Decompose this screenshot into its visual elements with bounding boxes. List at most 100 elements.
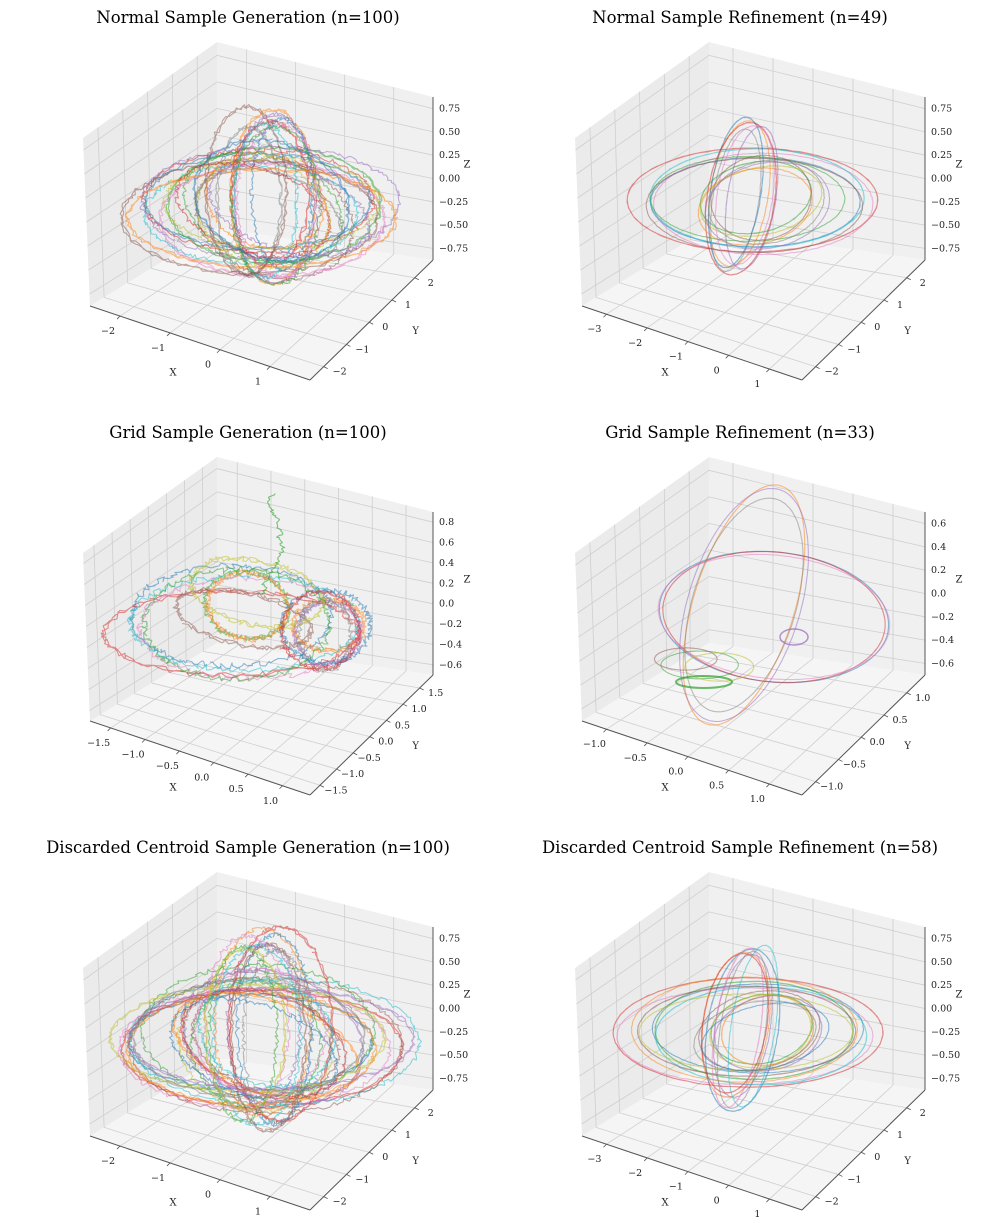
y-tick <box>402 703 408 707</box>
z-tick-label: 0.00 <box>439 1004 460 1015</box>
z-tick-label: 0.75 <box>931 104 952 115</box>
x-tick-label: 0.0 <box>668 767 683 778</box>
trajectory-line <box>165 145 383 264</box>
y-tick <box>369 321 374 325</box>
z-axis-label: Z <box>464 159 471 170</box>
y-tick <box>883 1129 889 1133</box>
trajectory-line <box>161 155 381 251</box>
x-tick <box>603 1143 607 1148</box>
x-tick <box>216 1179 221 1184</box>
trajectory-line <box>612 977 884 1088</box>
x-tick-label: 1 <box>754 1209 760 1220</box>
trajectory-line <box>261 493 286 596</box>
y-tick-label: −1.0 <box>341 769 364 780</box>
y-tick-label: 1 <box>897 1130 903 1141</box>
trajectories <box>100 493 373 682</box>
trajectories <box>626 116 879 276</box>
pane-right <box>709 457 925 675</box>
y-tick-label: 0 <box>382 1152 388 1163</box>
x-tick <box>603 313 607 318</box>
x-tick <box>643 1157 648 1162</box>
z-tick-label: 0.0 <box>931 589 946 600</box>
pane-left <box>575 42 709 306</box>
z-tick-label: 0.50 <box>439 127 460 138</box>
z-tick-label: 0.4 <box>931 542 946 553</box>
z-tick-labels: −0.75 −0.50 −0.25 0.00 0.25 0.50 0.75 <box>439 934 468 1085</box>
y-tick <box>838 1174 843 1177</box>
z-tick-label: 0.4 <box>439 558 454 569</box>
y-tick <box>414 277 419 281</box>
y-tick-label: 0 <box>874 322 880 333</box>
y-tick-label: 0.0 <box>870 737 885 748</box>
axis-lines <box>89 512 434 796</box>
x-tick-label: −1 <box>151 1173 165 1184</box>
x-tick-label: 0 <box>205 360 211 371</box>
x-tick <box>643 327 648 332</box>
y-tick <box>883 299 889 303</box>
trajectory-line <box>168 995 339 1103</box>
y-tick <box>369 1151 374 1155</box>
y-axis-label: Y <box>903 326 911 337</box>
y-tick <box>419 687 424 691</box>
trajectory-line <box>206 944 280 1123</box>
y-tick-label: 1.0 <box>412 704 427 715</box>
x-tick <box>766 783 770 788</box>
x-tick-labels: −3 −2 −1 0 1 <box>587 313 770 390</box>
x-tick-label: −2 <box>101 326 115 337</box>
x-tick-labels: −1.5 −1.0 −0.5 0.0 0.5 1.0 <box>87 727 283 807</box>
y-tick-labels: −1.0 −0.5 0.0 0.5 1.0 <box>815 692 930 793</box>
trajectory-line <box>139 962 377 1100</box>
x-tick-label: −3 <box>587 1154 601 1165</box>
y-tick <box>336 768 341 772</box>
y-tick-labels: −2 −1 0 1 2 <box>815 277 926 378</box>
x-tick <box>166 1162 171 1167</box>
z-tick-label: −0.75 <box>931 243 960 254</box>
z-tick-labels: −0.6 −0.4 −0.2 0.0 0.2 0.4 0.6 0.8 <box>439 517 462 671</box>
x-tick-labels: −3 −2 −1 0 1 <box>587 1143 770 1220</box>
y-tick <box>815 781 820 785</box>
x-tick <box>725 770 729 774</box>
axis-lines <box>581 927 926 1211</box>
x-tick-label: 0.5 <box>709 780 724 791</box>
trajectories <box>108 925 422 1133</box>
trajectory-line <box>708 159 825 245</box>
y-tick-label: −0.5 <box>358 753 381 764</box>
y-tick <box>906 692 911 696</box>
z-tick-label: −0.50 <box>931 1050 960 1061</box>
y-tick <box>838 759 843 762</box>
z-axis-label: Z <box>956 989 963 1000</box>
y-tick-label: 0.5 <box>892 715 907 726</box>
y-tick-label: 1 <box>897 300 903 311</box>
trajectory-line <box>700 1002 830 1072</box>
z-tick-label: 0.25 <box>439 150 460 161</box>
x-tick <box>266 1196 271 1200</box>
trajectories <box>612 944 884 1112</box>
y-tick-label: 1.0 <box>915 693 930 704</box>
pane-floor <box>90 643 433 795</box>
x-tick-label: −1.0 <box>583 739 606 750</box>
z-tick-label: 0.25 <box>439 980 460 991</box>
z-tick-label: −0.2 <box>931 612 954 623</box>
panel-title: Discarded Centroid Sample Refinement (n=… <box>542 838 938 857</box>
panel-3: −1.5−1.0−0.50.00.51.0−1.5−1.0−0.50.00.51… <box>83 423 471 807</box>
trajectory-line <box>724 125 779 270</box>
x-tick <box>279 785 283 790</box>
z-tick-label: −0.25 <box>931 197 960 208</box>
y-tick-labels: −2 −1 0 1 2 <box>323 1107 434 1208</box>
z-tick-labels: −0.75 −0.50 −0.25 0.00 0.25 0.50 0.75 <box>931 934 960 1085</box>
y-axis-label: Y <box>903 1156 911 1167</box>
x-tick <box>684 1171 689 1175</box>
axis-lines <box>581 512 926 796</box>
y-tick-label: 2 <box>428 278 434 289</box>
trajectory-line <box>129 562 335 670</box>
y-tick <box>906 1107 911 1111</box>
trajectory-line <box>653 152 874 256</box>
x-tick-label: 0.0 <box>194 773 209 784</box>
x-axis-label: X <box>169 367 177 378</box>
x-tick <box>684 341 689 345</box>
x-tick <box>643 742 648 747</box>
trajectory-line <box>234 932 315 1128</box>
y-axis-label: Y <box>411 741 419 752</box>
y-tick-label: 2 <box>428 1108 434 1119</box>
